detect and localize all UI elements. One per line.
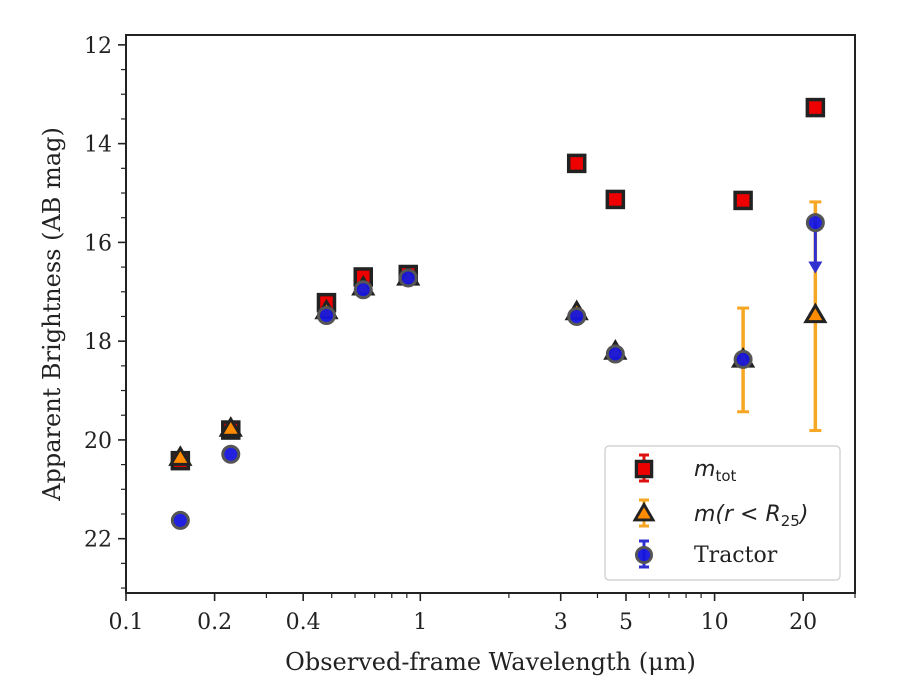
legend-box xyxy=(604,445,841,581)
maperture-point xyxy=(168,445,193,466)
mtot-point xyxy=(733,190,753,211)
legend-label: mtot xyxy=(694,457,736,485)
maperture-point xyxy=(803,302,828,324)
x-tick-label: 3 xyxy=(554,610,568,635)
tractor-point xyxy=(605,344,625,364)
maperture-point xyxy=(218,416,243,437)
x-tick-label: 10 xyxy=(701,610,729,635)
y-tick-label: 16 xyxy=(84,231,112,256)
plot-frame xyxy=(125,34,856,594)
tractor-point xyxy=(221,444,241,464)
legend-label: Tractor xyxy=(694,543,778,568)
limit-arrowhead xyxy=(808,261,823,274)
legend-marker xyxy=(634,459,654,479)
tractor-point xyxy=(733,349,753,369)
series-3 xyxy=(170,213,825,530)
x-tick-label: 1 xyxy=(413,610,427,635)
tractor-point xyxy=(567,306,587,326)
x-tick-label: 0.4 xyxy=(286,610,321,635)
x-axis-label: Observed-frame Wavelength (μm) xyxy=(285,648,696,676)
y-axis-label: Apparent Brightness (AB mag) xyxy=(38,127,66,502)
x-tick-label: 0.1 xyxy=(109,610,144,635)
tractor-point xyxy=(805,213,825,233)
y-tick-label: 20 xyxy=(84,429,112,454)
legend-item: Tractor xyxy=(634,539,778,569)
legend-item: mtot xyxy=(634,453,736,485)
legend-marker xyxy=(634,545,654,565)
y-tick-label: 12 xyxy=(84,34,112,59)
mtot-point xyxy=(566,153,587,174)
x-tick-label: 0.2 xyxy=(197,610,232,635)
tractor-point xyxy=(170,510,190,530)
plot-marks xyxy=(168,97,828,530)
x-axis-ticks: 0.1 0.2 0.4 1 3 5 10 20 xyxy=(109,593,856,635)
legend-item: m(r < R25) xyxy=(632,498,808,530)
legend-label: m(r < R25) xyxy=(694,502,808,530)
series-2 xyxy=(168,200,828,466)
y-tick-label: 14 xyxy=(84,133,112,158)
tractor-point xyxy=(316,305,336,325)
y-tick-label: 18 xyxy=(84,330,112,355)
series-1 xyxy=(170,97,826,471)
x-tick-label: 20 xyxy=(789,610,817,635)
legend-marker xyxy=(632,501,656,522)
tractor-point xyxy=(398,268,418,288)
y-tick-label: 22 xyxy=(84,528,112,553)
mtot-point xyxy=(605,189,626,210)
x-tick-label: 5 xyxy=(619,610,633,635)
mtot-point xyxy=(805,97,826,118)
legend: mtot m(r < R25) Tractor xyxy=(604,445,841,581)
tractor-point xyxy=(353,280,373,300)
y-axis-ticks: 12 14 16 18 20 22 xyxy=(84,34,126,589)
